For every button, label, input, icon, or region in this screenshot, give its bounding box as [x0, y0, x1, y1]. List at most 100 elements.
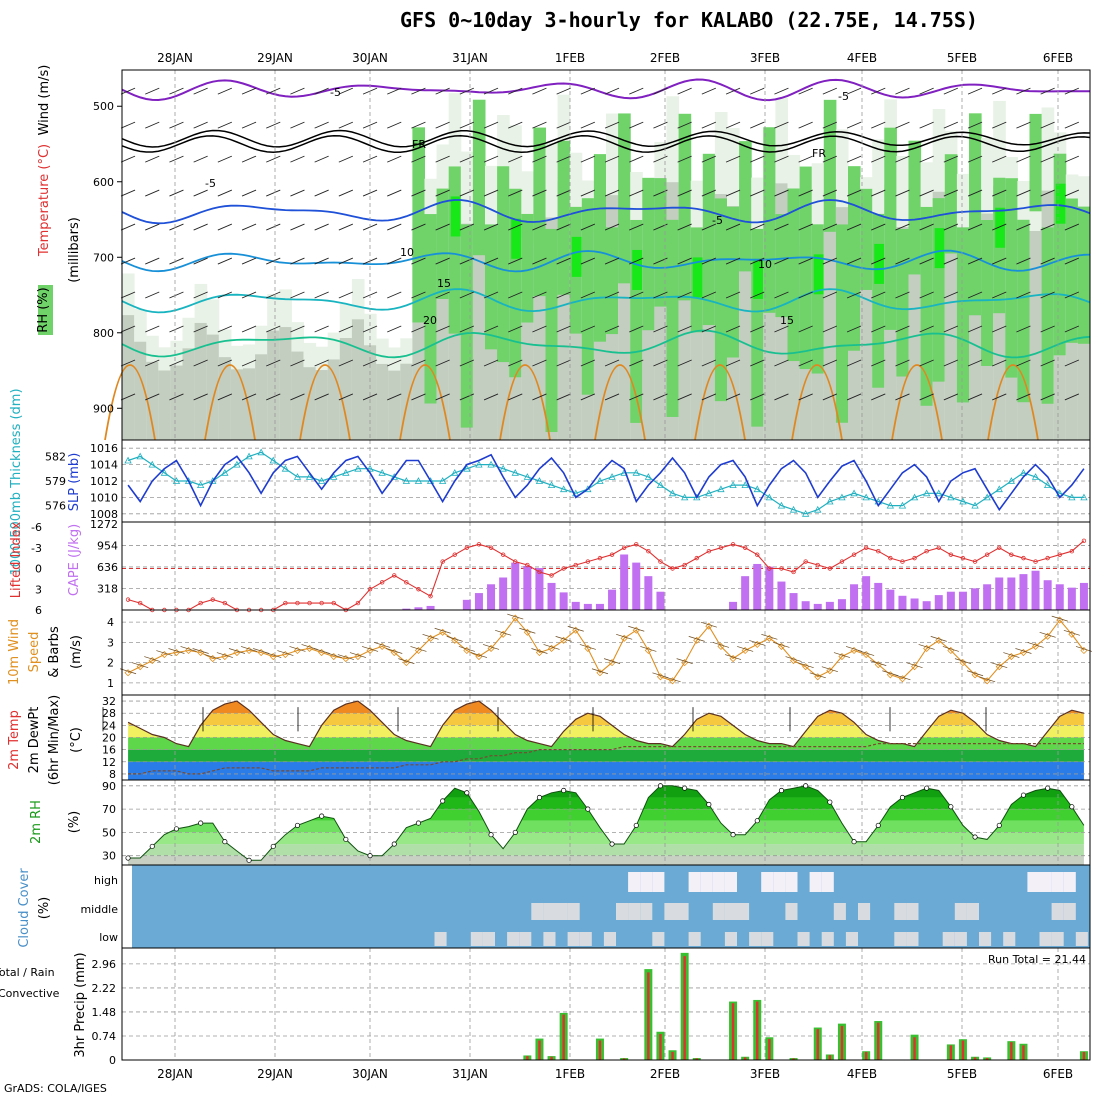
thickness-point — [402, 477, 411, 484]
cloud-low-patch — [1039, 932, 1052, 946]
thickness-tick-label: 579 — [45, 475, 66, 488]
temp-band — [128, 701, 1084, 714]
cloud-mid-patch — [628, 903, 641, 920]
cloud-mid-patch — [785, 903, 798, 920]
wind-barb — [677, 223, 692, 231]
lifted-index-point — [137, 600, 143, 606]
lifted-index-point — [912, 555, 917, 561]
rh-shade-green — [848, 166, 861, 351]
cape-bar — [729, 601, 738, 610]
wind-barb — [774, 291, 789, 299]
isotherm-25-loop — [499, 364, 551, 441]
wind-barb — [120, 359, 136, 367]
wind-barb — [701, 121, 717, 129]
pressure-tick-label: 900 — [93, 402, 114, 415]
wind-barb — [241, 325, 257, 333]
wind-barb — [459, 223, 475, 231]
cloud-high-patch — [700, 872, 713, 892]
contour-label: -5 — [205, 177, 216, 190]
wind-barb — [653, 87, 668, 95]
date-label-bottom: 30JAN — [352, 1067, 388, 1081]
lifted-index-point — [900, 559, 905, 564]
date-label-top: 4FEB — [847, 51, 877, 65]
wind-barb — [556, 257, 571, 265]
cloud-low-patch — [688, 932, 701, 946]
rh-band — [128, 785, 1084, 798]
wind-barb — [532, 359, 547, 367]
wind-barb — [1040, 325, 1055, 333]
wind-barb — [629, 393, 644, 401]
wind-barb-10m — [531, 648, 548, 654]
cape-bar — [825, 601, 834, 610]
wind-barb — [314, 325, 329, 333]
wind-barb — [967, 155, 983, 163]
thickness-point — [438, 477, 447, 484]
cape-bar — [414, 607, 423, 610]
wind-barb — [871, 189, 886, 197]
wind-barb-10m — [555, 636, 572, 642]
wind-barb — [290, 189, 305, 197]
lifted-index-point — [730, 542, 736, 547]
rh-shade-mid — [122, 315, 135, 440]
lifted-index-point — [452, 552, 457, 557]
cloud-mid-patch — [664, 903, 677, 920]
cape-bar — [1031, 570, 1040, 610]
cloud-low-patch — [1051, 932, 1064, 946]
cloud-mid-patch — [1063, 903, 1076, 920]
wind-barb — [943, 189, 959, 197]
thickness-point — [1080, 493, 1088, 501]
wind-barb — [725, 155, 741, 163]
wind-barb-10m — [361, 646, 379, 652]
wind-barb — [193, 393, 208, 401]
wind-barb — [725, 257, 741, 265]
wind-barb — [822, 291, 838, 299]
wind-barb — [169, 155, 184, 163]
wind-barb — [241, 359, 257, 367]
rh-shade-mid — [376, 363, 389, 440]
wind-barb — [798, 393, 813, 401]
wind-barb — [387, 325, 402, 333]
precip-total-label: Total / Rain — [0, 966, 55, 979]
rh-shade-green — [908, 140, 922, 275]
rh-point — [343, 836, 349, 842]
lifted-index-point — [936, 545, 941, 550]
lifted-index-point — [634, 542, 639, 547]
wind-barb — [145, 155, 160, 163]
pressure-tick-label: 800 — [93, 327, 114, 340]
rh-shade-mid — [134, 341, 147, 440]
rh-point — [198, 820, 204, 826]
precip-convective-bar — [768, 1038, 771, 1060]
wind-barb — [556, 155, 571, 163]
wind-barb — [411, 393, 426, 401]
wind-barb — [943, 121, 959, 129]
wind-barb — [725, 325, 741, 333]
cape-bar — [1019, 574, 1028, 610]
wind-barb — [508, 87, 523, 95]
wind-barb — [266, 87, 281, 95]
temp-tick-label: 8 — [109, 768, 116, 781]
wind-barb — [943, 393, 959, 401]
rh-shade-green — [497, 166, 510, 363]
wind-barb — [895, 393, 910, 401]
cloud-low-patch — [761, 932, 774, 946]
wind10-axis-label-4: (m/s) — [69, 635, 84, 669]
precip-convective-bar — [840, 1025, 844, 1060]
wind-barb — [556, 393, 571, 401]
wind-barb — [822, 325, 838, 333]
wind-barb — [169, 291, 184, 299]
lifted-index-point — [537, 569, 542, 575]
lifted-index-tick-label: 6 — [35, 604, 42, 617]
lifted-index-point — [791, 569, 796, 575]
isotherm-25-loop — [399, 364, 451, 441]
temp-tick-label: 12 — [102, 756, 116, 769]
wind-barb — [217, 189, 233, 197]
wind-barb — [629, 155, 644, 163]
rh-shade-bright — [692, 257, 703, 298]
rh-point — [972, 834, 978, 840]
cloud-mid-patch — [954, 903, 967, 920]
cape-bar — [535, 568, 544, 610]
rh-shade-green — [981, 220, 994, 366]
wind-barb — [169, 121, 184, 129]
wind-barb — [120, 393, 136, 401]
wind-barb — [774, 87, 789, 95]
